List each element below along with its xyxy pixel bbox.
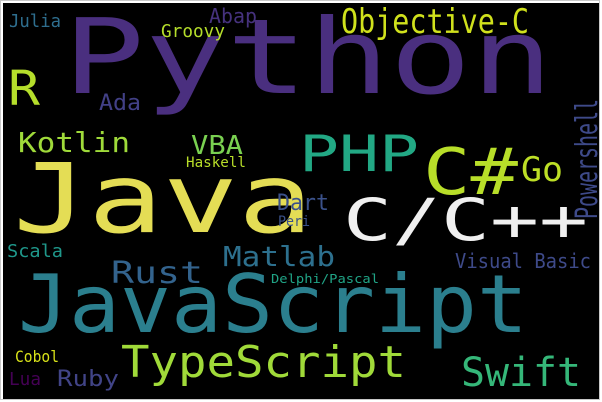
word-typescript: TypeScript [121,337,406,388]
word-groovy: Groovy [161,21,225,42]
word-c-cplusplus: C/C++ [343,186,588,254]
word-swift: Swift [461,350,581,396]
word-delphi-pascal: Delphi/Pascal [271,272,379,286]
word-cobol: Cobol [15,347,59,366]
word-python: Python [63,3,553,118]
word-javascript: JavaScript [18,258,528,351]
word-cloud: Python Java JavaScript C/C++ PHP C# Objective-… [3,3,599,399]
word-ada: Ada [99,91,141,116]
word-dart: Dart [277,191,329,216]
word-peri: Peri [278,214,310,230]
word-vba: VBA [191,131,243,161]
word-haskell: Haskell [186,155,246,171]
word-visual-basic: Visual Basic [455,249,591,273]
word-kotlin: Kotlin [18,126,130,159]
word-matlab: Matlab [223,240,335,273]
word-php: PHP [299,125,419,183]
word-rust: Rust [111,256,203,291]
word-powershell: Powershell [570,99,599,219]
word-scala: Scala [7,241,63,262]
word-lua: Lua [9,369,41,390]
word-csharp: C# [423,136,518,210]
word-java: Java [13,143,313,255]
word-r: R [8,61,40,117]
word-ruby: Ruby [57,367,119,392]
word-julia: Julia [9,11,61,32]
word-objective-c: Objective-C [341,3,529,42]
word-abap: Abap [209,4,257,28]
word-go: Go [521,150,563,190]
